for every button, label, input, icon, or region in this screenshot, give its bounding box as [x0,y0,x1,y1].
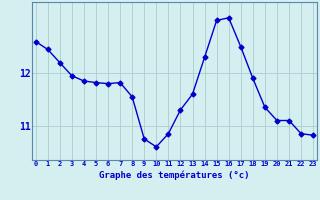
X-axis label: Graphe des températures (°c): Graphe des températures (°c) [99,170,250,180]
